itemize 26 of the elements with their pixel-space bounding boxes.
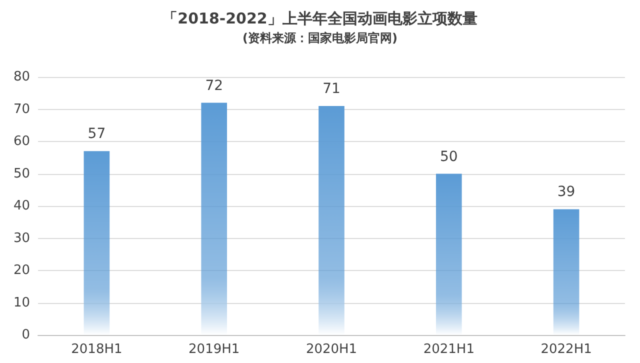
bar — [84, 151, 110, 335]
data-label: 39 — [557, 184, 576, 200]
y-tick-label: 30 — [13, 230, 30, 246]
bar — [436, 174, 462, 335]
y-tick-label: 10 — [13, 295, 30, 310]
y-tick-label: 0 — [22, 328, 30, 342]
y-tick-label: 60 — [13, 134, 30, 149]
bar — [553, 209, 580, 335]
bar — [201, 102, 228, 335]
y-tick-label: 40 — [13, 198, 30, 214]
chart-subtitle: (资料来源：国家电影局官网) — [242, 31, 398, 45]
y-tick-label: 80 — [13, 70, 30, 84]
data-label: 71 — [322, 81, 340, 98]
data-label: 57 — [88, 126, 106, 142]
x-tick-label: 2021H1 — [423, 342, 474, 357]
data-label: 50 — [440, 148, 458, 165]
y-tick-label: 20 — [13, 263, 30, 278]
bar — [318, 106, 344, 335]
data-label: 72 — [205, 78, 224, 94]
chart-title: 「2018-2022」上半年全国动画电影立项数量 — [162, 10, 478, 28]
x-tick-label: 2020H1 — [306, 342, 358, 357]
x-tick-label: 2019H1 — [188, 342, 240, 357]
y-tick-label: 70 — [13, 102, 30, 117]
x-tick-label: 2022H1 — [540, 342, 592, 357]
y-tick-label: 50 — [13, 166, 30, 182]
x-tick-label: 2018H1 — [71, 342, 122, 357]
